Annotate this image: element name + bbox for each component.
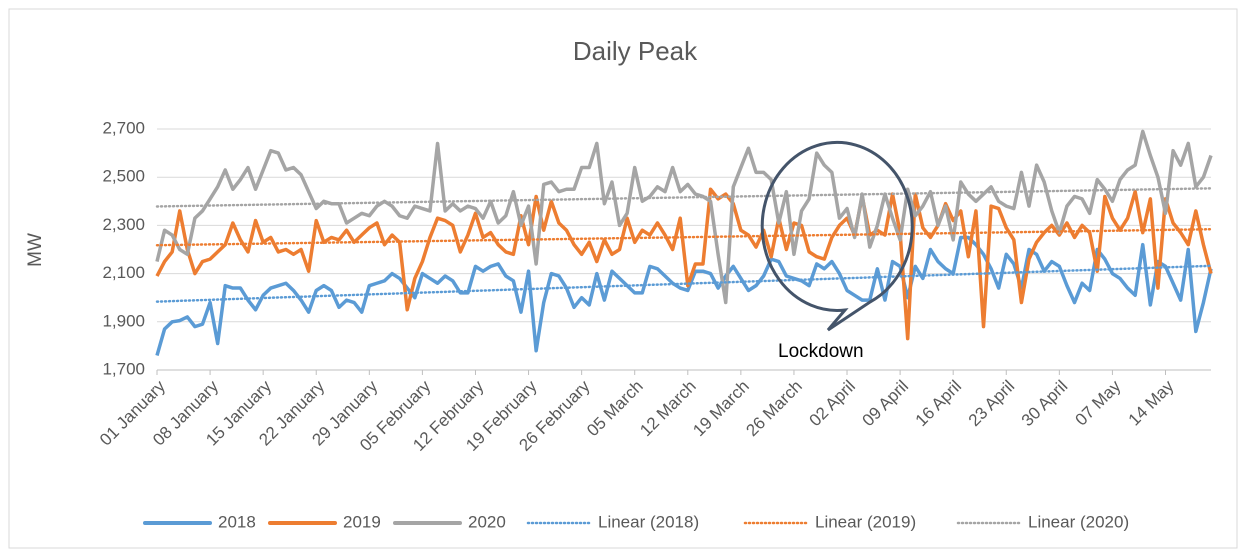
y-tick-label: 2,100 bbox=[102, 263, 145, 282]
series-line bbox=[155, 187, 1213, 341]
y-tick-label: 2,500 bbox=[102, 167, 145, 186]
legend-label: 2019 bbox=[343, 512, 381, 531]
chart-frame bbox=[8, 8, 1238, 549]
y-tick-label: 1,700 bbox=[102, 359, 145, 378]
y-tick-label: 2,300 bbox=[102, 215, 145, 234]
y-tick-label: 2,700 bbox=[102, 118, 145, 137]
y-tick-label: 1,900 bbox=[102, 311, 145, 330]
trendline bbox=[155, 264, 1213, 303]
legend-label: Linear (2018) bbox=[598, 512, 699, 531]
trendline bbox=[155, 227, 1213, 247]
annotation: Lockdown bbox=[778, 341, 864, 362]
trendline bbox=[155, 187, 1213, 208]
legend-label: Linear (2020) bbox=[1028, 512, 1129, 531]
chart-title: Daily Peak bbox=[573, 36, 698, 66]
y-axis-title: MW bbox=[25, 233, 46, 267]
callout-bubble bbox=[760, 140, 914, 332]
series-line bbox=[155, 235, 1213, 357]
legend-label: 2020 bbox=[468, 512, 506, 531]
legend-label: 2018 bbox=[218, 512, 256, 531]
legend-label: Linear (2019) bbox=[815, 512, 916, 531]
